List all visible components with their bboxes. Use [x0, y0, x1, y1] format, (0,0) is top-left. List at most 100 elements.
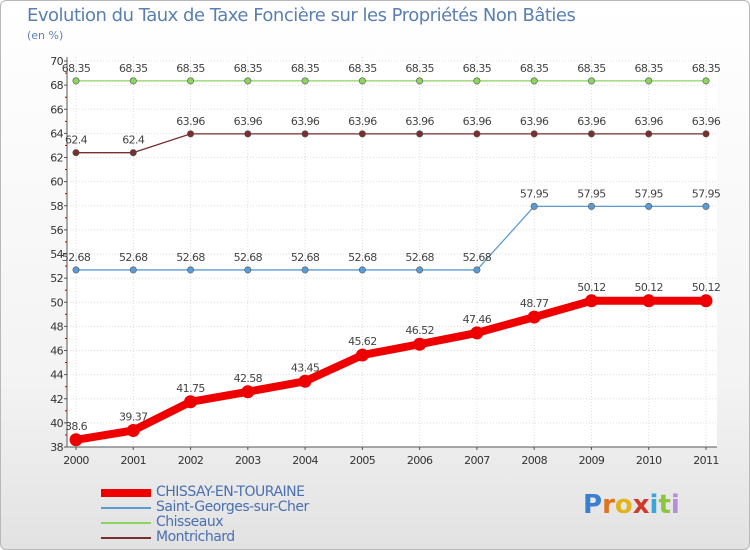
legend-item: Chisseaux: [101, 515, 309, 530]
data-point: [301, 266, 309, 274]
data-label: 39.37: [119, 410, 148, 423]
data-label: 52.68: [405, 251, 434, 264]
legend-swatch: [101, 521, 151, 524]
data-label: 50.12: [634, 281, 663, 294]
data-label: 57.95: [577, 187, 606, 200]
plot-area: [67, 57, 717, 447]
data-point: [129, 266, 137, 274]
data-point: [72, 266, 80, 274]
data-point: [416, 77, 424, 85]
data-label: 68.35: [634, 62, 663, 75]
data-label: 68.35: [348, 62, 377, 75]
data-label: 50.12: [692, 281, 721, 294]
data-label: 52.68: [176, 251, 205, 264]
data-point: [584, 294, 598, 308]
x-tick-label: 2000: [63, 454, 89, 467]
data-point: [473, 77, 481, 85]
data-label: 63.96: [176, 115, 205, 128]
data-label: 68.35: [577, 62, 606, 75]
data-point: [129, 77, 137, 85]
data-point: [184, 395, 198, 409]
data-point: [244, 130, 252, 138]
data-point: [301, 130, 309, 138]
data-label: 62.4: [122, 134, 145, 147]
y-tick-label: 40: [50, 417, 63, 430]
data-point: [527, 310, 541, 324]
data-point: [587, 77, 595, 85]
legend-swatch: [101, 536, 151, 539]
data-label: 68.35: [520, 62, 549, 75]
data-point: [416, 130, 424, 138]
legend-label: Chisseaux: [156, 514, 223, 530]
data-label: 63.96: [634, 115, 663, 128]
data-point: [358, 77, 366, 85]
y-tick-label: 64: [50, 127, 63, 140]
chart-title: Evolution du Taux de Taxe Foncière sur l…: [27, 5, 576, 26]
series-line-saint-georges-sur-cher: [75, 205, 707, 271]
data-label: 68.35: [692, 62, 721, 75]
x-tick-label: 2007: [464, 454, 490, 467]
data-label: 46.52: [405, 324, 434, 337]
proxiti-logo: Proxiti: [583, 490, 680, 520]
data-point: [358, 130, 366, 138]
data-label: 68.35: [119, 62, 148, 75]
chart-subtitle: (en %): [27, 29, 64, 42]
chart-legend: CHISSAY-EN-TOURAINE Saint-Georges-sur-Che…: [101, 485, 309, 545]
data-label: 45.62: [348, 335, 377, 348]
series-line-chissay-en-touraine: [72, 296, 710, 444]
x-tick-label: 2004: [292, 454, 318, 467]
data-label: 52.68: [119, 251, 148, 264]
data-point: [642, 294, 656, 308]
legend-swatch: [101, 488, 151, 497]
data-point: [645, 77, 653, 85]
data-label: 63.96: [348, 115, 377, 128]
data-label: 52.68: [291, 251, 320, 264]
x-tick-label: 2005: [350, 454, 376, 467]
data-point: [473, 266, 481, 274]
data-label: 68.35: [463, 62, 492, 75]
data-point: [241, 385, 255, 399]
data-point: [187, 130, 195, 138]
x-tick-label: 2006: [407, 454, 433, 467]
data-label: 42.58: [234, 372, 263, 385]
logo-letter: P: [583, 490, 603, 520]
data-label: 63.96: [291, 115, 320, 128]
y-tick-label: 68: [50, 79, 63, 92]
data-point: [187, 77, 195, 85]
data-label: 52.68: [348, 251, 377, 264]
data-point: [530, 77, 538, 85]
data-point: [416, 266, 424, 274]
data-point: [699, 294, 713, 308]
y-tick-label: 38: [50, 441, 63, 454]
data-label: 57.95: [520, 187, 549, 200]
legend-item: Saint-Georges-sur-Cher: [101, 500, 309, 515]
data-point: [129, 149, 137, 157]
x-tick-label: 2008: [521, 454, 547, 467]
data-point: [69, 433, 83, 447]
data-point: [702, 130, 710, 138]
data-point: [702, 202, 710, 210]
data-point: [587, 130, 595, 138]
data-label: 68.35: [62, 62, 91, 75]
logo-letter: i: [670, 490, 680, 520]
y-tick-label: 48: [50, 320, 63, 333]
logo-letter: t: [658, 490, 671, 520]
data-label: 57.95: [634, 187, 663, 200]
data-label: 52.68: [62, 251, 91, 264]
y-tick-label: 54: [50, 248, 63, 261]
data-point: [702, 77, 710, 85]
y-tick-label: 58: [50, 200, 63, 213]
y-tick-label: 66: [50, 103, 63, 116]
y-tick-label: 70: [50, 55, 63, 68]
data-point: [645, 202, 653, 210]
data-label: 38.6: [65, 420, 88, 433]
data-point: [473, 130, 481, 138]
x-tick-label: 2001: [120, 454, 146, 467]
legend-item: Montrichard: [101, 530, 309, 545]
logo-letter: x: [632, 490, 650, 520]
data-label: 48.77: [520, 297, 549, 310]
legend-label: Montrichard: [156, 529, 235, 545]
x-tick-label: 2002: [178, 454, 204, 467]
